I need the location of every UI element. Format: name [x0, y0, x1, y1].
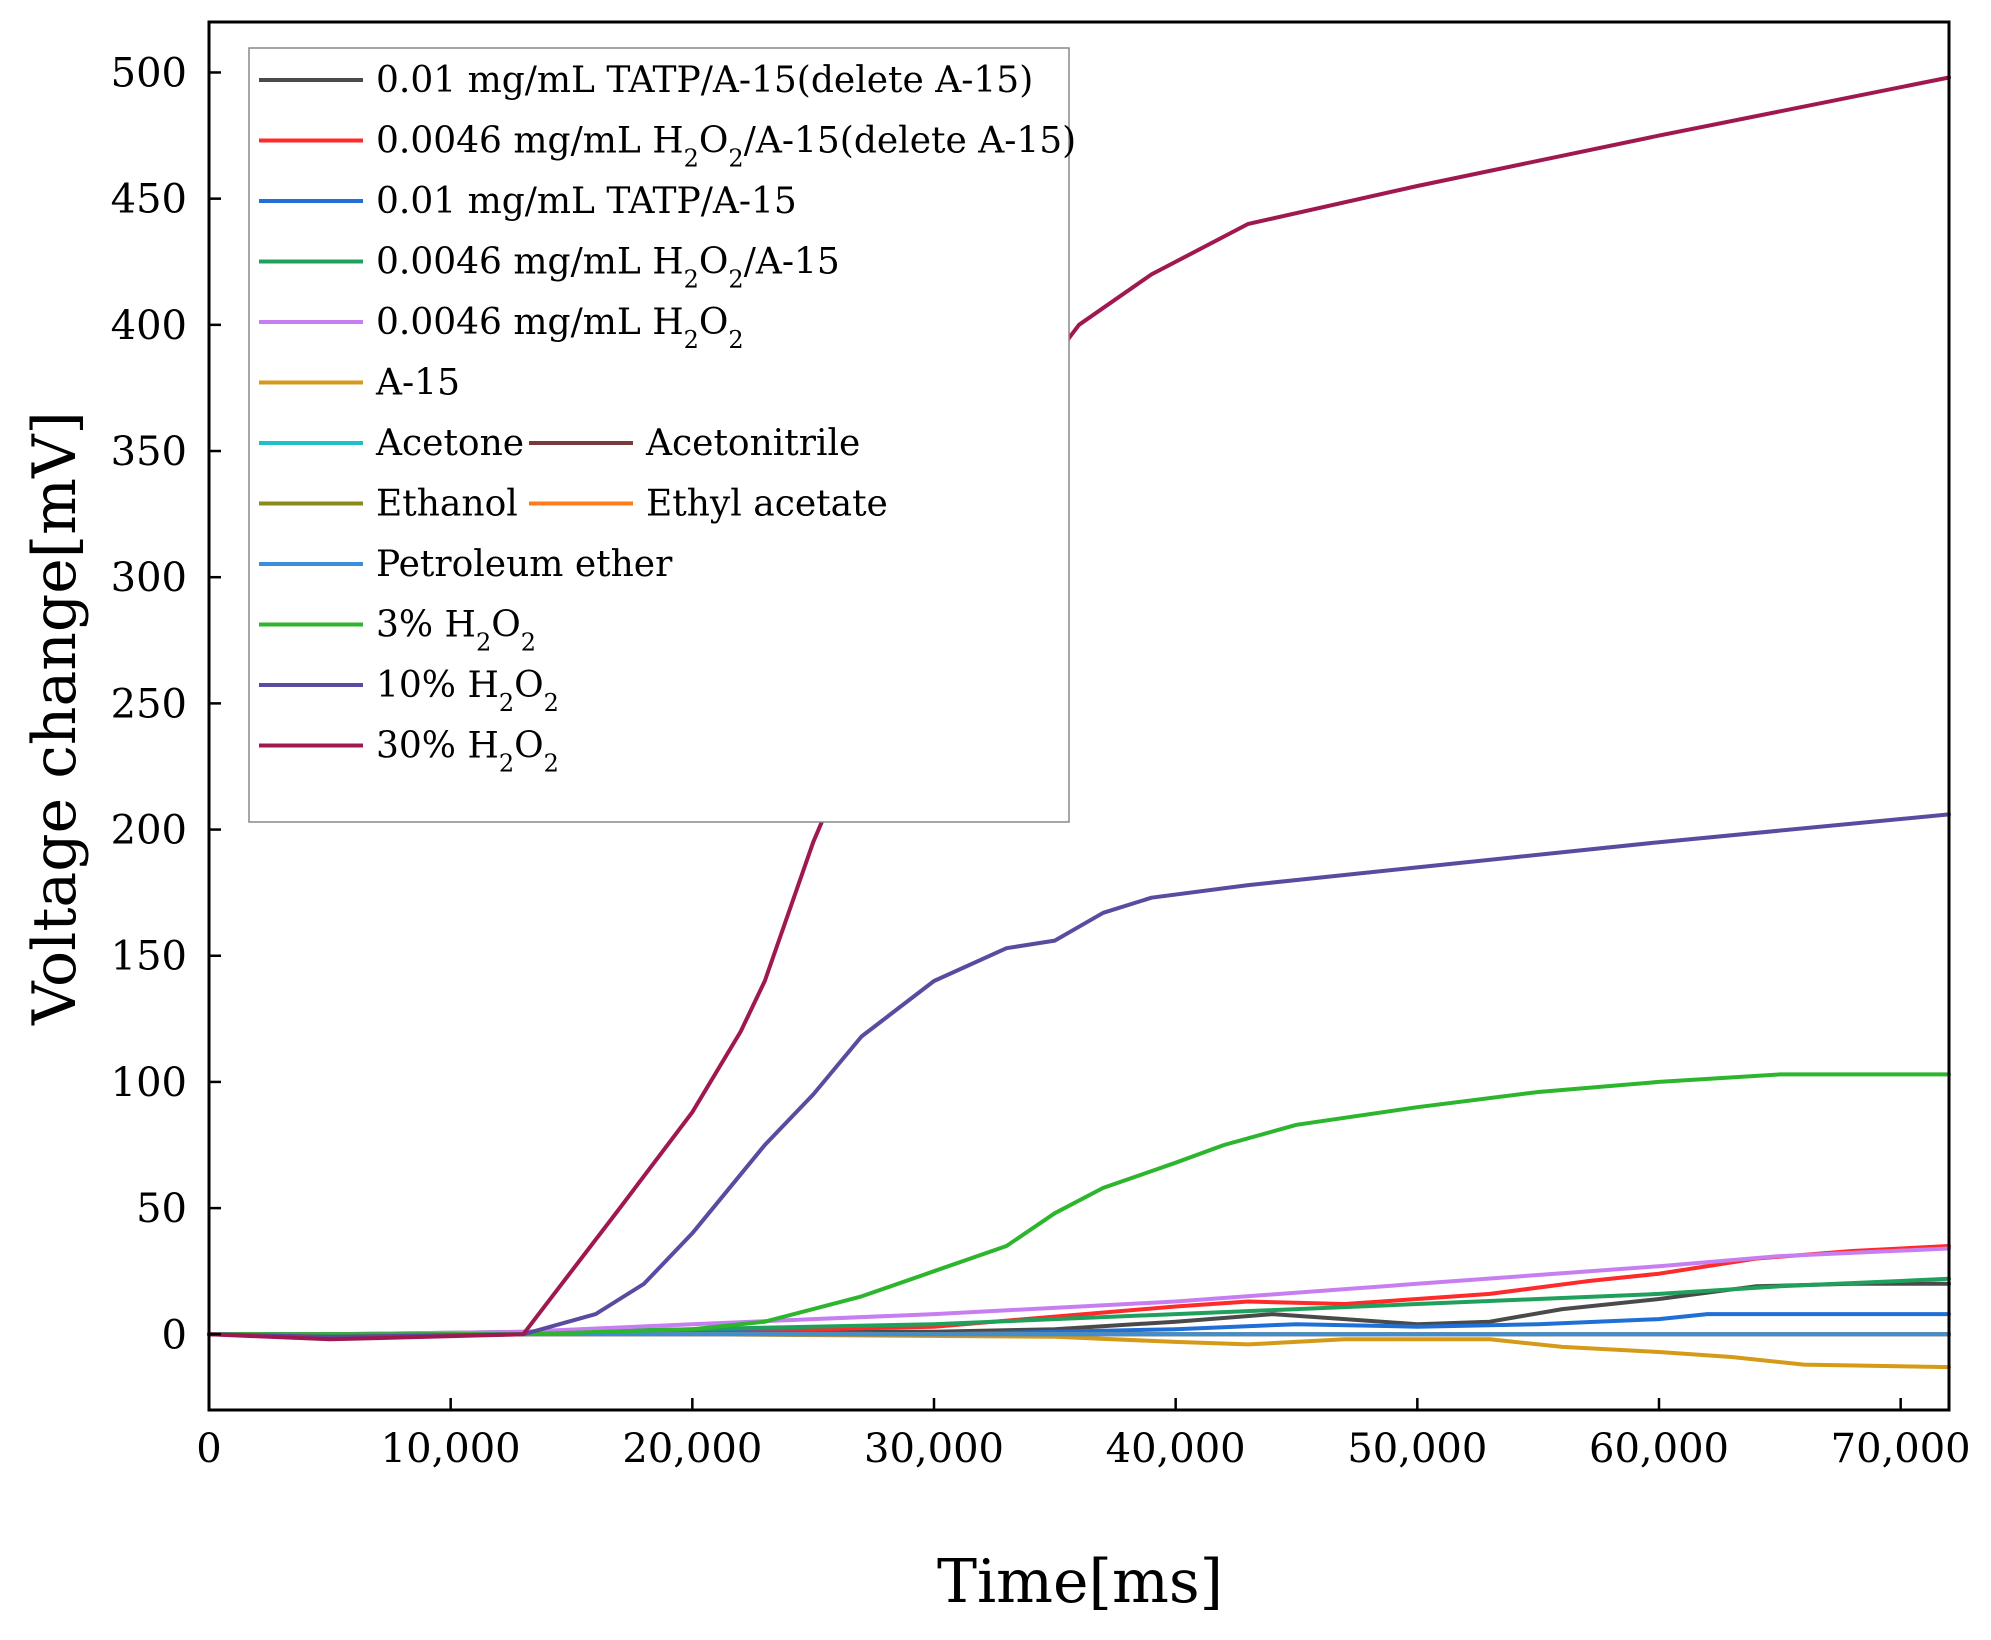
legend-label-5: A-15 — [375, 363, 460, 404]
legend-label-3: 0.0046 mg/mL H2O2/A-15 — [376, 242, 840, 294]
y-tick-label: 400 — [111, 303, 187, 349]
x-tick-label: 60,000 — [1589, 1426, 1729, 1472]
legend-label-11: 3% H2O2 — [376, 605, 536, 657]
legend-label-2: 0.01 mg/mL TATP/A-15 — [376, 181, 797, 222]
legend-label-4: 0.0046 mg/mL H2O2 — [376, 302, 744, 354]
ticks-group: 0 10,000 20,000 30,000 40,000 50,000 60,000 70,… — [111, 50, 1971, 1472]
x-tick-label: 10,000 — [381, 1426, 521, 1472]
y-tick-label: 450 — [111, 177, 187, 223]
x-tick-label: 40,000 — [1106, 1426, 1246, 1472]
y-tick-label: 350 — [111, 429, 187, 475]
legend-label-0: 0.01 mg/mL TATP/A-15(delete A-15) — [376, 60, 1033, 101]
x-tick-label: 50,000 — [1347, 1426, 1487, 1472]
legend-label-9: Ethyl acetate — [646, 484, 888, 525]
legend-box — [248, 47, 1070, 823]
legend-label-8: Ethanol — [376, 484, 518, 525]
y-tick-label: 100 — [111, 1060, 187, 1106]
x-tick-label: 30,000 — [864, 1426, 1004, 1472]
x-tick-label: 70,000 — [1831, 1426, 1971, 1472]
y-tick-label: 0 — [162, 1312, 187, 1358]
y-tick-label: 300 — [111, 555, 187, 601]
y-axis-title: Voltage change[mV] — [20, 411, 90, 1026]
y-tick-label: 150 — [111, 934, 187, 980]
legend-label-1: 0.0046 mg/mL H2O2/A-15(delete A-15) — [376, 121, 1076, 173]
x-tick-label: 20,000 — [622, 1426, 762, 1472]
plot-frame — [207, 20, 1951, 1412]
x-tick-label: 0 — [196, 1426, 221, 1472]
x-axis-title: Time[ms] — [937, 1547, 1223, 1617]
y-tick-label: 500 — [111, 50, 187, 96]
y-tick-label: 250 — [111, 681, 187, 727]
series-line-12 — [207, 812, 1951, 1339]
legend: 0.01 mg/mL TATP/A-15(delete A-15) 0.0046 … — [248, 47, 1076, 823]
y-tick-label: 200 — [111, 808, 187, 854]
series-line-5 — [207, 1332, 1951, 1370]
legend-label-12: 10% H2O2 — [376, 665, 559, 717]
legend-label-7: Acetonitrile — [645, 423, 860, 464]
legend-label-13: 30% H2O2 — [376, 726, 559, 778]
legend-label-10: Petroleum ether — [376, 544, 673, 585]
y-tick-label: 50 — [136, 1186, 187, 1232]
axes-group — [207, 20, 1951, 1412]
series-line-11 — [207, 1072, 1951, 1337]
legend-label-6: Acetone — [375, 423, 524, 464]
